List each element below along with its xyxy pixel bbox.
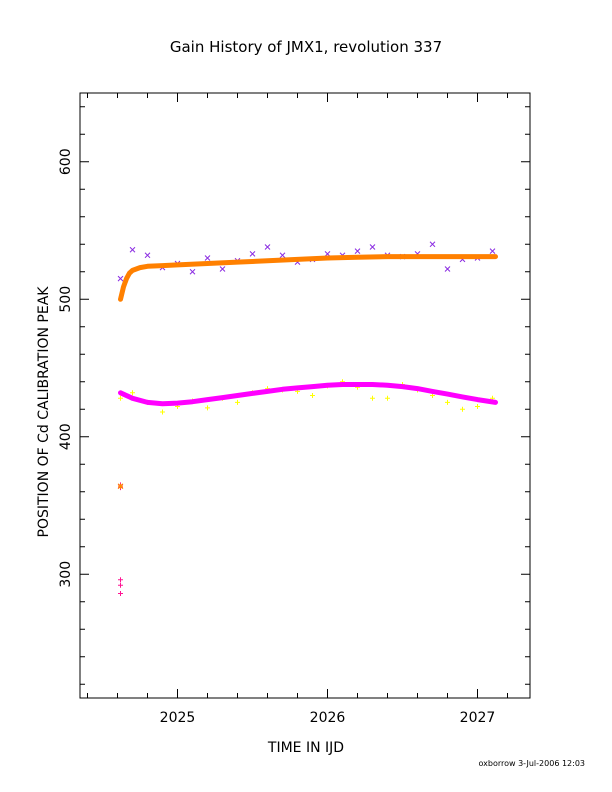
data-point	[130, 390, 135, 396]
data-point	[219, 266, 226, 272]
data-point	[118, 395, 123, 401]
data-point	[160, 409, 165, 415]
data-point	[385, 395, 390, 401]
x-tick-label: 2027	[460, 710, 496, 726]
data-point	[118, 591, 123, 596]
data-point	[460, 406, 465, 412]
y-tick-label: 400	[58, 423, 74, 450]
data-point	[310, 393, 315, 398]
data-point	[264, 244, 271, 250]
data-point	[249, 251, 256, 257]
x-tick-label: 2026	[310, 710, 346, 726]
data-point	[279, 252, 286, 259]
y-tick-label: 500	[58, 286, 74, 313]
data-point	[189, 268, 196, 275]
y-tick-label: 300	[58, 561, 74, 588]
x-tick-label: 2025	[160, 710, 196, 726]
data-point	[118, 577, 123, 583]
data-point	[489, 248, 496, 254]
data-point	[117, 483, 124, 490]
footer-stamp: oxborrow 3-Jul-2006 12:03	[478, 759, 585, 768]
data-point	[117, 275, 124, 282]
data-point	[144, 252, 151, 259]
data-point	[429, 241, 436, 248]
data-point	[205, 405, 210, 411]
data-point	[444, 266, 451, 272]
data-point	[369, 244, 376, 250]
plot-frame	[79, 92, 531, 699]
data-point	[370, 395, 375, 401]
data-point	[354, 248, 361, 254]
data-point	[118, 582, 123, 588]
y-tick-label: 600	[58, 148, 74, 175]
chart-title: Gain History of JMX1, revolution 337	[169, 38, 443, 56]
x-axis-label: TIME IN IJD	[267, 740, 345, 756]
data-point	[204, 255, 211, 261]
fit-line	[118, 254, 498, 302]
data-point	[475, 404, 480, 409]
data-point	[445, 399, 450, 405]
data-point	[235, 399, 240, 405]
data-point	[129, 246, 136, 253]
fit-line	[118, 382, 498, 407]
